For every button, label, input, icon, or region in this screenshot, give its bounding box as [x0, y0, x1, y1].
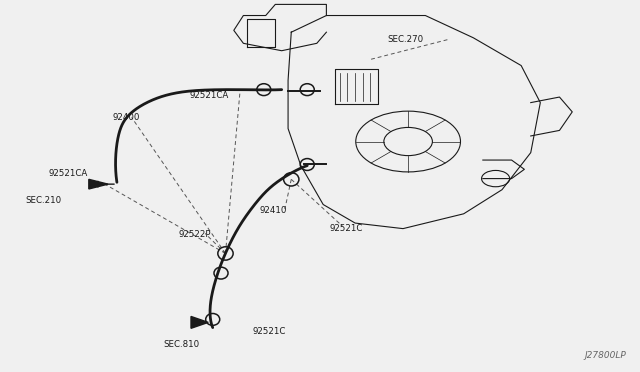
Text: 92521CA: 92521CA	[49, 169, 88, 177]
Text: 92521CA: 92521CA	[189, 91, 228, 100]
Text: 92521C: 92521C	[253, 327, 286, 336]
Text: SEC.270: SEC.270	[387, 35, 423, 44]
Polygon shape	[191, 317, 208, 328]
Text: SEC.210: SEC.210	[25, 196, 61, 205]
Polygon shape	[89, 179, 108, 189]
Text: J27800LP: J27800LP	[585, 351, 627, 360]
Text: 92400: 92400	[113, 113, 140, 122]
Text: 92522P: 92522P	[178, 230, 211, 240]
Text: SEC.810: SEC.810	[164, 340, 200, 349]
Text: 92410: 92410	[259, 206, 287, 215]
Text: 92521C: 92521C	[330, 224, 363, 233]
